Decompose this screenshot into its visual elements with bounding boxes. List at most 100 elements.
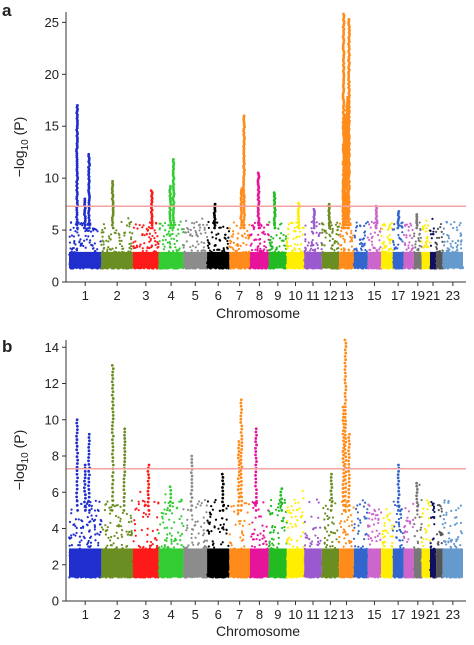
snp-point [265,223,269,226]
x-tick-label: 17 [391,288,405,303]
snp-point [204,231,207,234]
snp-point [443,240,446,243]
snp-point [168,230,171,233]
snp-point [146,533,149,536]
snp-point [350,520,354,523]
snp-point [177,232,180,235]
snp-density-band [321,251,340,269]
snp-point [68,544,71,547]
snp-point [274,248,277,251]
snp-point [439,226,442,229]
snp-point [459,232,462,235]
snp-point [263,226,266,229]
snp-point [381,247,384,250]
snp-point [401,221,404,224]
snp-point [227,230,231,233]
snp-density-band [69,251,102,269]
snp-point [226,239,229,243]
snp-point [324,236,327,239]
snp-point [218,530,221,534]
x-tick-label: 10 [288,288,302,303]
snp-density-band [183,548,208,578]
peak-snp-point [75,223,79,227]
snp-point [326,514,329,518]
snp-point [196,249,199,252]
snp-point [355,226,358,229]
snp-point [226,247,229,250]
snp-point [99,523,102,526]
snp-point [178,500,181,503]
snp-point [107,235,111,238]
snp-point [96,230,99,233]
snp-point [354,545,357,548]
snp-point [179,534,182,537]
snp-point [344,542,348,545]
snp-point [221,541,224,544]
snp-point [325,232,328,235]
snp-point [409,222,412,225]
snp-density-band [268,251,287,269]
snp-density-band [286,548,305,578]
snp-point [425,243,428,246]
snp-point [408,234,412,237]
snp-point [70,248,74,251]
snp-point [369,232,372,235]
snp-point [342,545,345,548]
snp-point [287,233,290,236]
snp-point [379,230,382,233]
snp-point [419,227,422,231]
snp-point [108,506,111,509]
peak-snp-point [240,223,243,227]
snp-point [114,232,117,235]
snp-point [186,518,189,521]
snp-point [291,221,294,225]
snp-point [227,236,230,239]
snp-point [315,225,318,228]
snp-point [343,520,346,523]
snp-point [170,512,174,515]
peak-snp-point [273,226,277,230]
peak-snp-point [150,223,154,227]
snp-point [276,506,280,509]
snp-point [164,238,167,241]
snp-point [274,508,278,511]
x-tick-label: 15 [367,288,381,303]
snp-point [316,247,320,250]
snp-point [108,512,112,515]
peak-snp-point [342,226,346,230]
snp-point [318,222,321,226]
snp-point [363,224,366,228]
x-tick-label: 9 [274,288,281,303]
snp-point [332,522,335,525]
snp-point [312,528,315,531]
snp-point [213,546,216,549]
snp-point [457,239,460,242]
snp-point [258,538,261,542]
snp-point [352,506,355,509]
snp-point [108,248,112,251]
snp-point [386,236,389,239]
panel-a-points [68,12,465,270]
snp-point [130,520,133,523]
snp-point [114,514,118,518]
snp-point [77,544,80,547]
snp-point [114,246,118,249]
snp-point [329,235,332,238]
snp-point [293,247,296,250]
snp-point [202,540,205,544]
snp-point [310,240,313,244]
snp-point [171,229,174,232]
snp-point [288,543,291,546]
snp-point [111,247,114,250]
snp-point [134,534,137,537]
snp-point [127,217,130,220]
snp-density-band [183,251,208,269]
snp-point [438,236,441,239]
snp-point [363,244,366,247]
snp-point [208,242,211,246]
snp-point [154,243,157,246]
snp-point [218,238,221,241]
snp-point [132,245,135,248]
peak-snp-point [256,171,260,175]
snp-point [100,526,104,529]
